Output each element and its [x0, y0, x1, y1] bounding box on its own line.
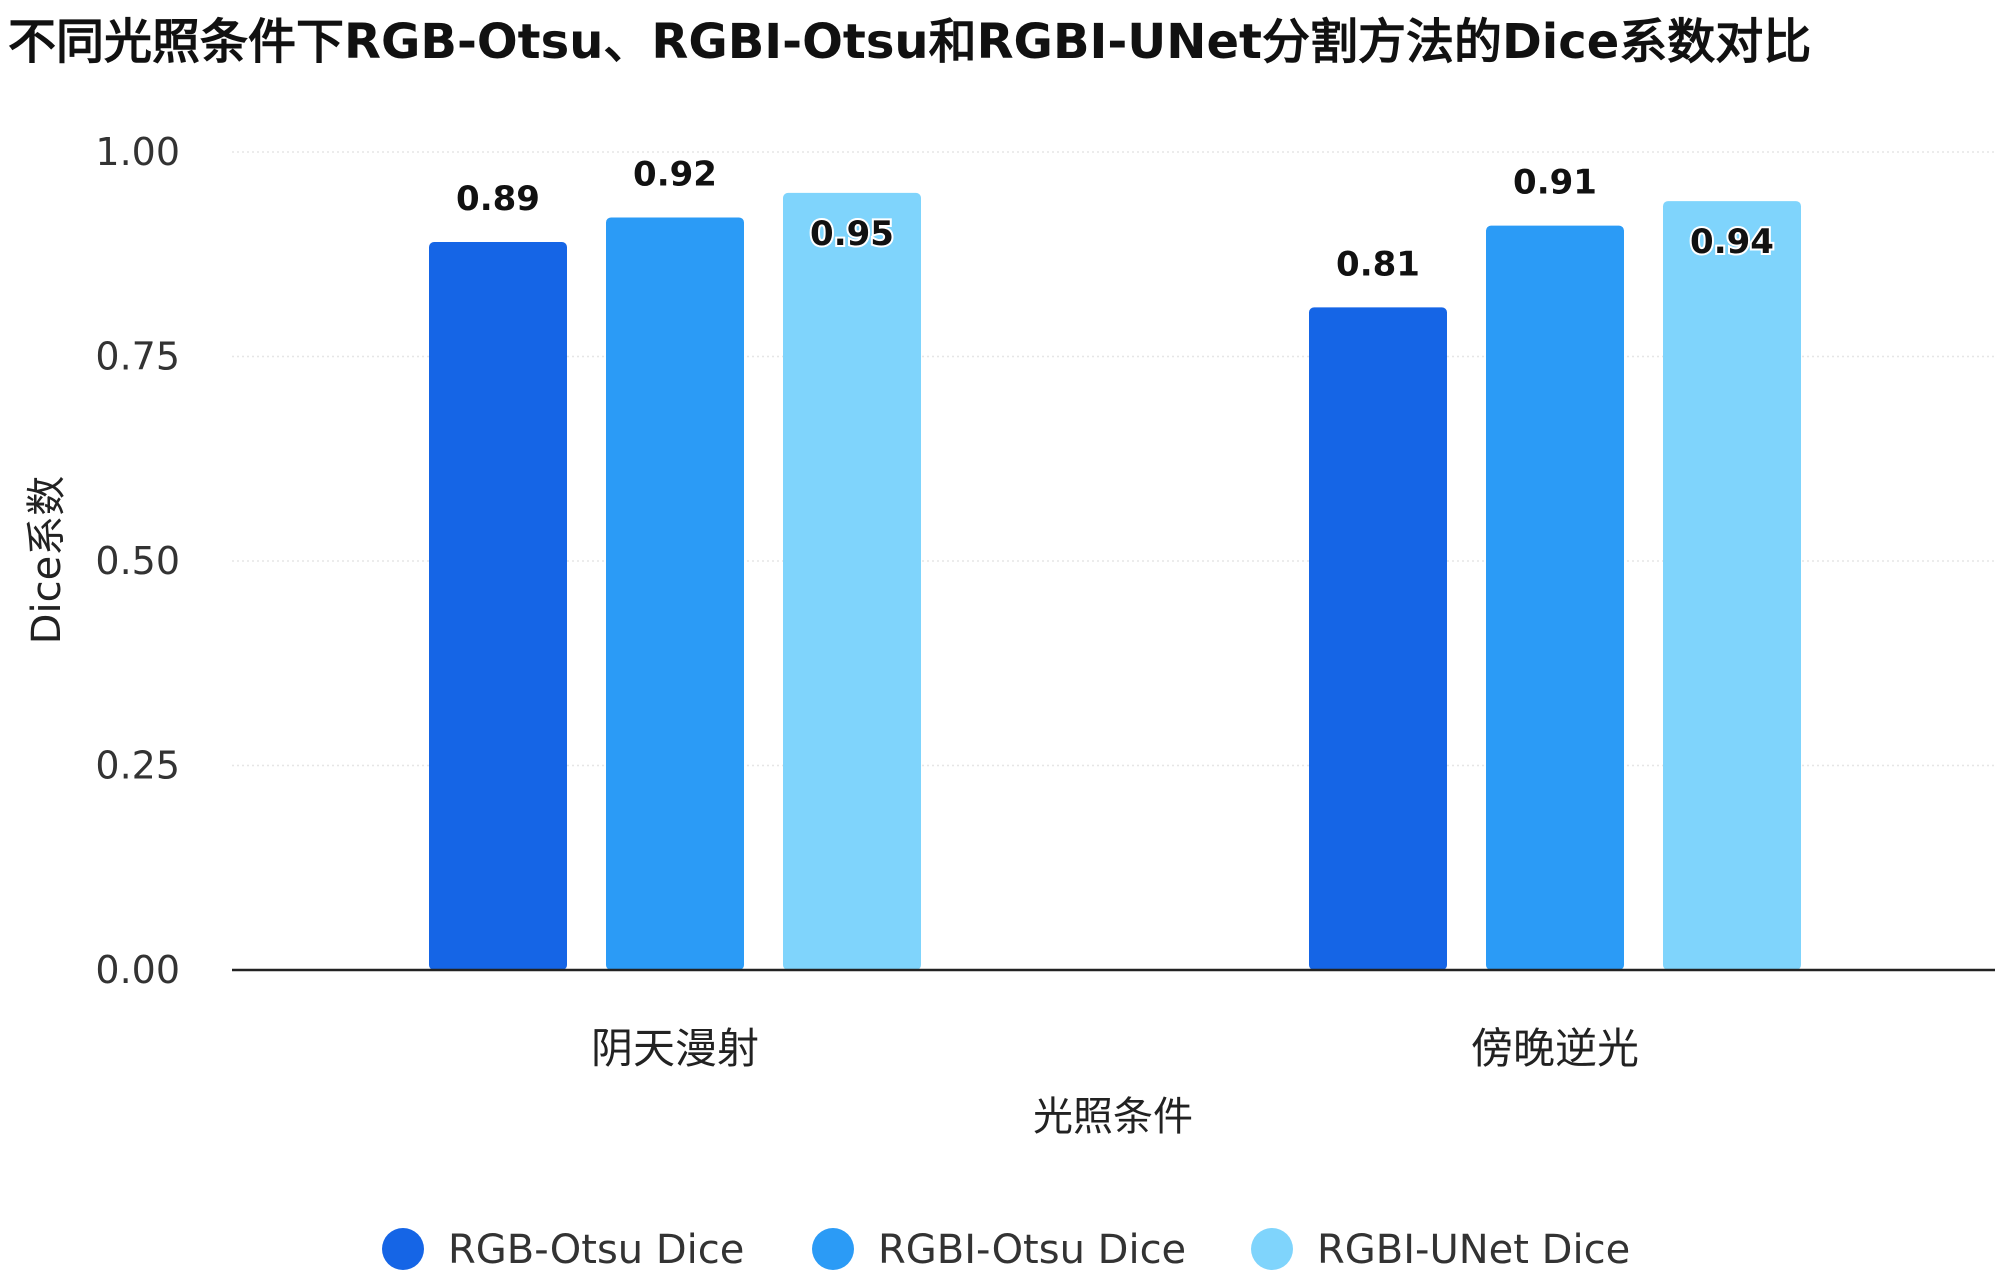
bar	[783, 192, 921, 970]
y-tick-label: 0.25	[95, 744, 180, 788]
y-tick-label: 1.00	[95, 130, 180, 174]
bars	[429, 192, 1801, 971]
bar	[429, 241, 567, 971]
data-label: 0.81	[1336, 244, 1420, 284]
chart-title: 不同光照条件下RGB-Otsu、RGBI-Otsu和RGBI-UNet分割方法的…	[8, 14, 1811, 70]
legend-swatch	[382, 1228, 424, 1270]
x-axis-categories: 阴天漫射 傍晚逆光	[591, 1024, 1639, 1073]
y-tick-label: 0.00	[95, 948, 180, 992]
bar	[1309, 307, 1447, 970]
y-axis-title: Dice系数	[24, 476, 70, 645]
legend-label: RGBI-UNet Dice	[1317, 1227, 1630, 1273]
legend-item: RGBI-UNet Dice	[1251, 1227, 1630, 1273]
y-tick-label: 0.50	[95, 539, 180, 583]
bar	[606, 217, 744, 970]
data-labels: 0.89 0.81 0.92 0.91 0.95 0.94	[456, 154, 1776, 284]
gridlines	[232, 151, 1995, 767]
data-label: 0.92	[633, 154, 717, 194]
x-category-label: 阴天漫射	[591, 1024, 759, 1073]
legend: RGB-Otsu Dice RGBI-Otsu Dice RGBI-UNet Dic…	[382, 1227, 1630, 1273]
data-label: 0.95	[810, 214, 894, 254]
y-axis-ticks: 0.00 0.25 0.50 0.75 1.00	[95, 130, 180, 992]
legend-item: RGB-Otsu Dice	[382, 1227, 744, 1273]
x-category-label: 傍晚逆光	[1471, 1024, 1639, 1073]
legend-item: RGBI-Otsu Dice	[812, 1227, 1186, 1273]
data-label: 0.89	[456, 179, 540, 219]
legend-label: RGBI-Otsu Dice	[878, 1227, 1186, 1273]
bar	[1486, 225, 1624, 970]
data-label: 0.94	[1690, 222, 1774, 262]
x-axis-title: 光照条件	[1033, 1094, 1193, 1140]
legend-swatch	[812, 1228, 854, 1270]
bar	[1663, 201, 1801, 970]
data-label: 0.91	[1513, 163, 1597, 203]
legend-label: RGB-Otsu Dice	[448, 1227, 744, 1273]
y-tick-label: 0.75	[95, 335, 180, 379]
legend-swatch	[1251, 1228, 1293, 1270]
